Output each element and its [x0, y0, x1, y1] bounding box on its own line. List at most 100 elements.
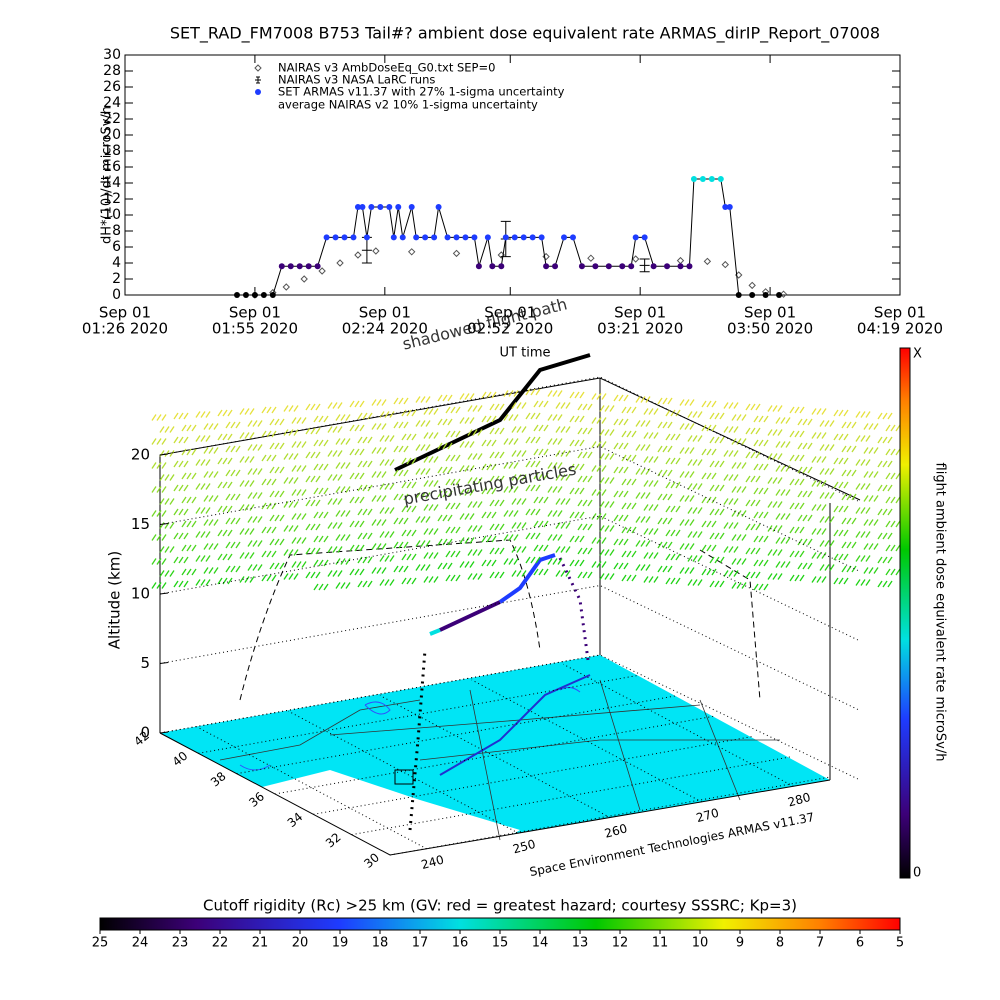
- particle: [332, 402, 338, 409]
- particle: [384, 459, 390, 466]
- particle: [758, 583, 764, 591]
- particle: [183, 484, 189, 492]
- x-axis-label: UT time: [500, 346, 551, 361]
- particle: [709, 508, 715, 516]
- particle: [538, 400, 544, 408]
- particle: [618, 442, 624, 450]
- particle: [711, 424, 717, 432]
- particle: [491, 511, 497, 519]
- lon-tick-label: 240: [420, 853, 446, 872]
- particle: [315, 547, 321, 555]
- particle: [626, 550, 632, 558]
- colorbar-tick-label: 13: [572, 936, 589, 951]
- particle: [181, 496, 187, 504]
- particle: [467, 477, 473, 484]
- particle: [257, 492, 263, 499]
- particle: [882, 412, 888, 420]
- particle: [415, 516, 421, 523]
- particle: [181, 520, 187, 528]
- particle: [728, 498, 734, 505]
- particle: [305, 499, 311, 507]
- y-tick-label: 6: [112, 239, 121, 255]
- particle: [670, 433, 676, 441]
- particle: [455, 478, 461, 486]
- particle: [239, 456, 245, 463]
- particle: [337, 546, 343, 553]
- particle: [376, 447, 382, 454]
- ocean: [250, 770, 520, 855]
- particle: [181, 472, 187, 480]
- particle: [877, 460, 883, 468]
- particle: [665, 553, 671, 561]
- particle: [503, 486, 509, 493]
- particle: [560, 402, 566, 409]
- particle: [780, 513, 786, 520]
- particle: [310, 571, 316, 579]
- particle: [491, 391, 497, 399]
- particle: [467, 549, 473, 556]
- particle: [604, 549, 610, 556]
- lat-grid-line: [274, 715, 716, 795]
- particle: [887, 532, 893, 540]
- particle: [604, 477, 610, 484]
- data-point: [471, 234, 478, 241]
- particle: [151, 462, 157, 469]
- particle: [310, 523, 316, 531]
- particle: [301, 417, 307, 424]
- particle: [521, 450, 527, 457]
- particle: [425, 396, 431, 403]
- particle: [195, 411, 201, 418]
- particle: [200, 531, 206, 538]
- particle: [169, 474, 175, 481]
- particle: [164, 426, 170, 433]
- particle: [323, 463, 329, 471]
- particle: [621, 550, 627, 558]
- particle: [692, 459, 698, 466]
- particle: [753, 487, 759, 495]
- particle: [464, 465, 470, 472]
- particle: [890, 568, 896, 576]
- particle: [481, 559, 487, 567]
- particle: [335, 438, 341, 445]
- z-tick-label: 15: [131, 515, 150, 533]
- particle: [411, 409, 417, 417]
- particle: [521, 522, 527, 529]
- particle: [389, 555, 395, 562]
- particle: [354, 400, 360, 408]
- particle: [560, 546, 566, 553]
- lat-grid-line: [351, 756, 792, 836]
- particle: [667, 397, 673, 405]
- particle: [313, 559, 319, 567]
- particle: [643, 576, 649, 583]
- legend-label: NAIRAS v3 NASA LaRC runs: [278, 73, 435, 87]
- data-point: [561, 234, 568, 241]
- particle: [494, 499, 500, 507]
- particle: [393, 397, 399, 405]
- particle: [535, 484, 541, 492]
- particle: [357, 412, 363, 420]
- particle: [288, 525, 294, 532]
- data-point: [269, 292, 276, 298]
- particle: [288, 549, 294, 556]
- particle: [459, 537, 465, 544]
- particle: [657, 493, 663, 501]
- particle: [533, 424, 539, 432]
- data-point: [251, 292, 258, 298]
- particle: [230, 421, 236, 429]
- data-point: [708, 176, 715, 182]
- colorbar-tick-label: 9: [736, 936, 744, 951]
- particle: [489, 571, 495, 579]
- particle: [555, 474, 561, 481]
- particle: [437, 538, 443, 546]
- particle: [653, 408, 659, 415]
- particle: [538, 568, 544, 576]
- particle: [530, 436, 536, 444]
- particle: [631, 574, 637, 582]
- particle: [205, 531, 211, 538]
- particle: [357, 484, 363, 492]
- particle: [437, 466, 443, 474]
- particle: [208, 543, 214, 550]
- particle: [445, 526, 451, 534]
- particle: [151, 414, 157, 421]
- particle: [335, 582, 341, 589]
